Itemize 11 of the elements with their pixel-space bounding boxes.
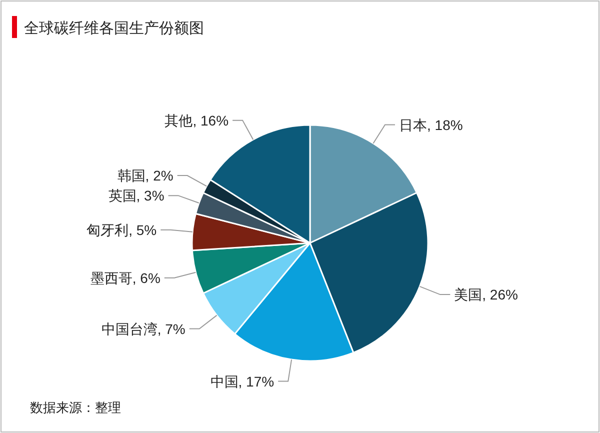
slice-label: 中国, 17% [210, 373, 274, 390]
slice-label: 其他, 16% [164, 112, 229, 128]
chart-title: 全球碳纤维各国生产份额图 [24, 20, 204, 37]
slice-label: 韩国, 2% [117, 168, 174, 184]
source-note: 数据来源：整理 [30, 400, 121, 415]
slice-label: 中国台湾, 7% [101, 320, 186, 337]
slice-label: 匈牙利, 5% [86, 222, 157, 238]
slice-label: 墨西哥, 6% [90, 270, 160, 286]
slice-label: 英国, 3% [108, 188, 164, 204]
slice-label: 日本, 18% [399, 116, 463, 133]
slice-label: 美国, 26% [454, 286, 518, 303]
